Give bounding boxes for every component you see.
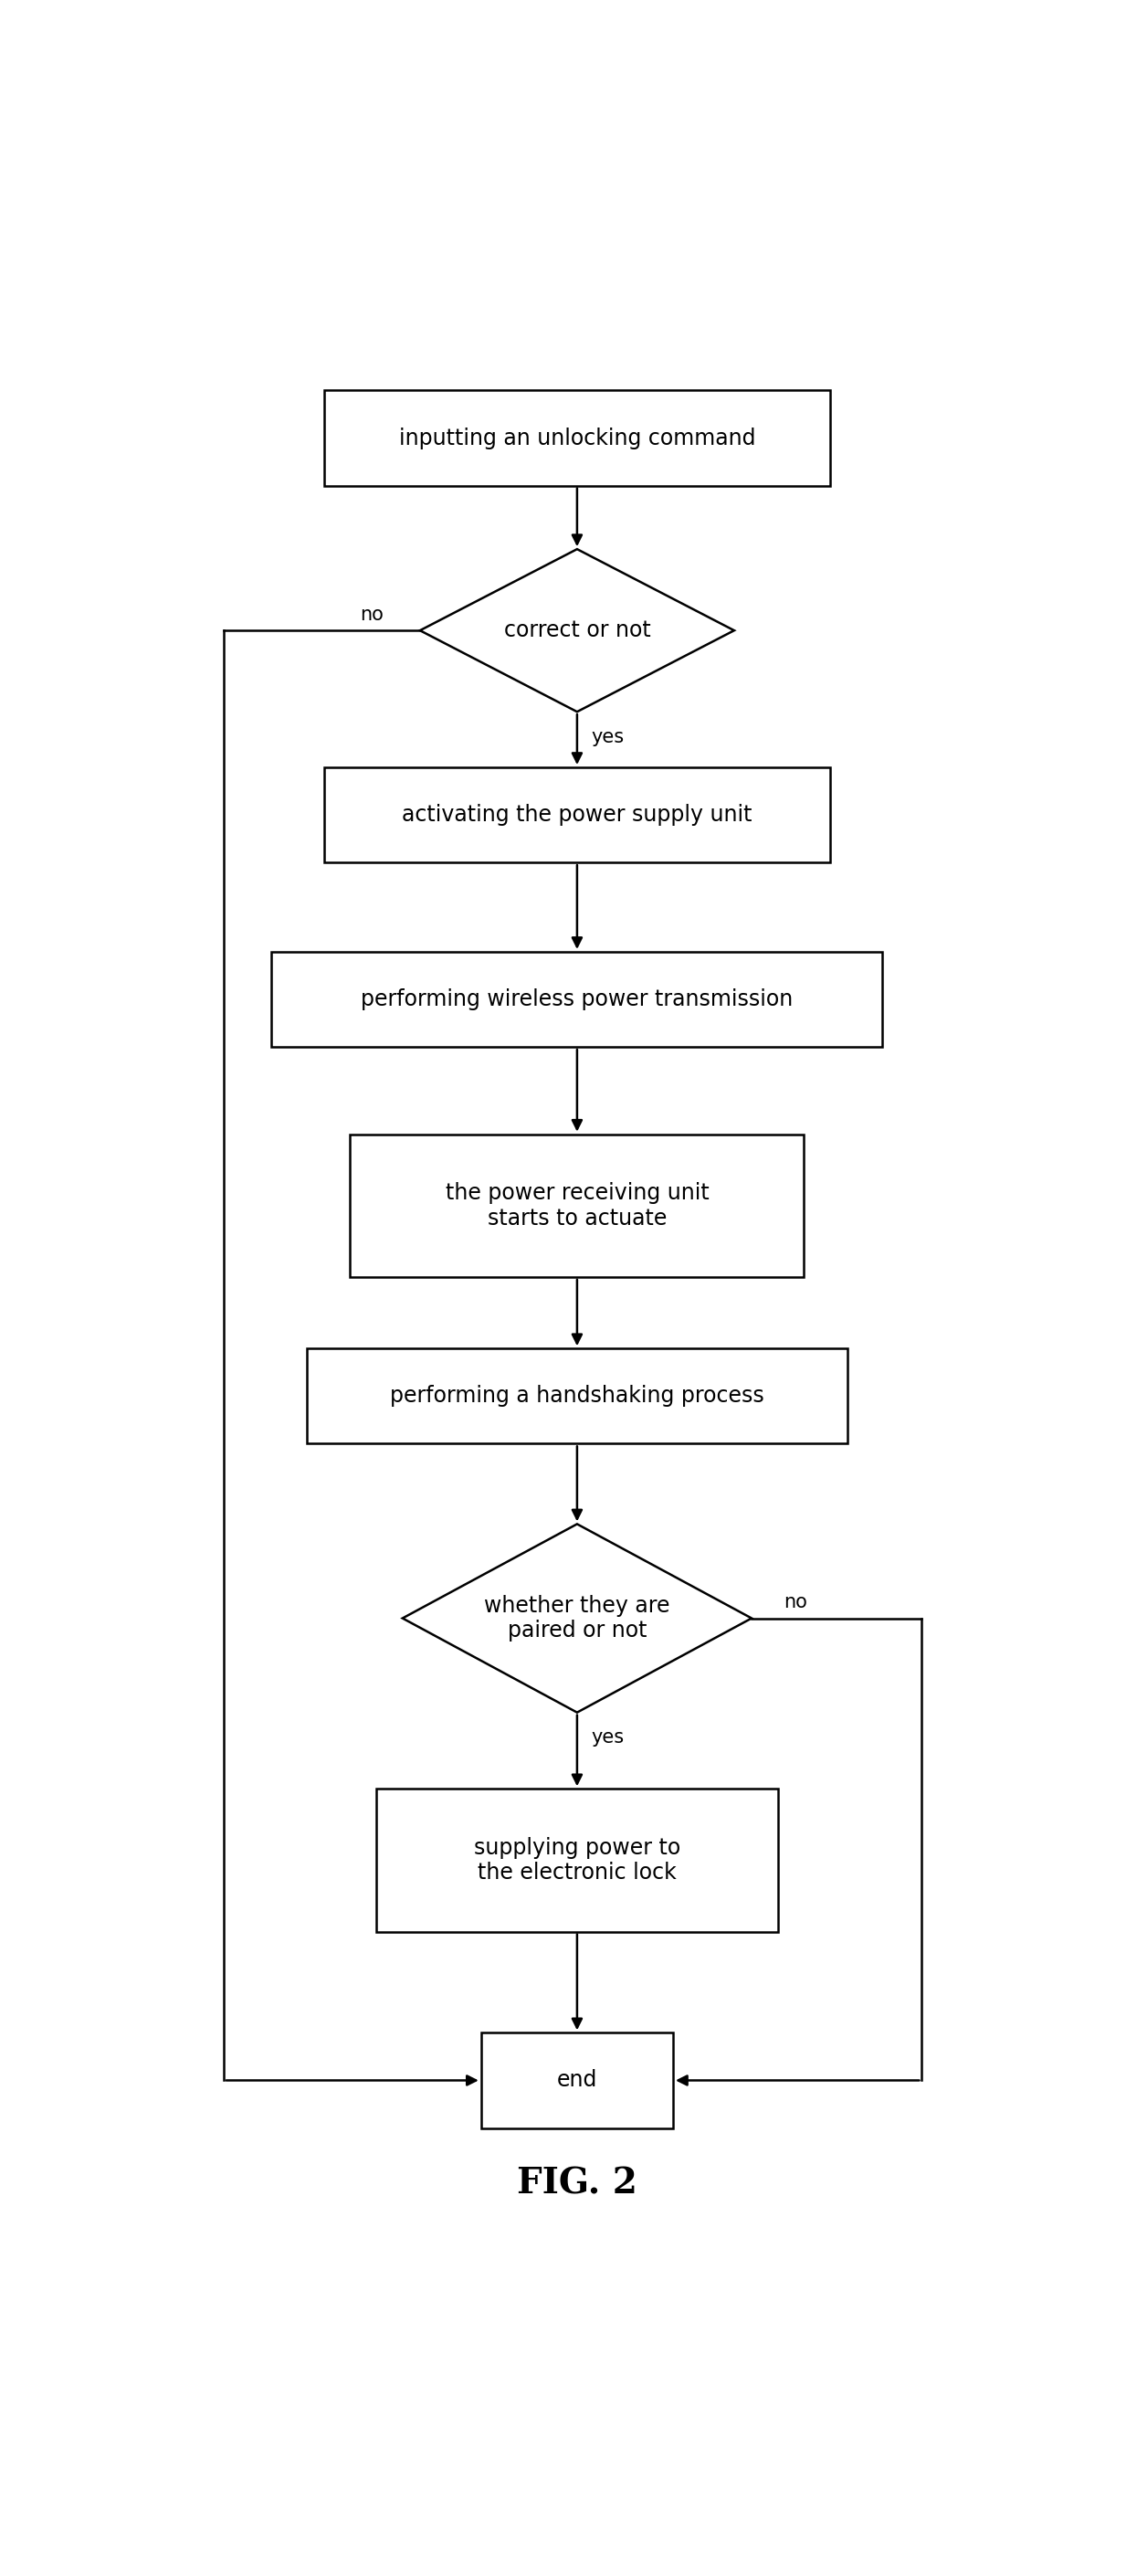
FancyBboxPatch shape (324, 768, 830, 863)
Text: yes: yes (591, 1728, 624, 1747)
Text: supplying power to
the electronic lock: supplying power to the electronic lock (474, 1837, 680, 1883)
FancyBboxPatch shape (481, 2032, 673, 2128)
Text: activating the power supply unit: activating the power supply unit (402, 804, 752, 827)
Text: performing wireless power transmission: performing wireless power transmission (361, 989, 793, 1010)
Text: FIG. 2: FIG. 2 (517, 2166, 637, 2200)
FancyBboxPatch shape (376, 1788, 778, 1932)
Text: no: no (784, 1592, 807, 1613)
Text: inputting an unlocking command: inputting an unlocking command (399, 428, 756, 448)
Text: yes: yes (591, 726, 624, 747)
Polygon shape (403, 1525, 752, 1713)
FancyBboxPatch shape (324, 392, 830, 487)
Text: whether they are
paired or not: whether they are paired or not (484, 1595, 670, 1641)
Text: correct or not: correct or not (503, 618, 651, 641)
Text: performing a handshaking process: performing a handshaking process (390, 1386, 765, 1406)
Text: no: no (360, 605, 384, 623)
Polygon shape (420, 549, 734, 711)
FancyBboxPatch shape (350, 1133, 804, 1278)
FancyBboxPatch shape (306, 1347, 848, 1443)
Text: end: end (557, 2069, 597, 2092)
FancyBboxPatch shape (271, 951, 883, 1046)
Text: the power receiving unit
starts to actuate: the power receiving unit starts to actua… (445, 1182, 709, 1229)
